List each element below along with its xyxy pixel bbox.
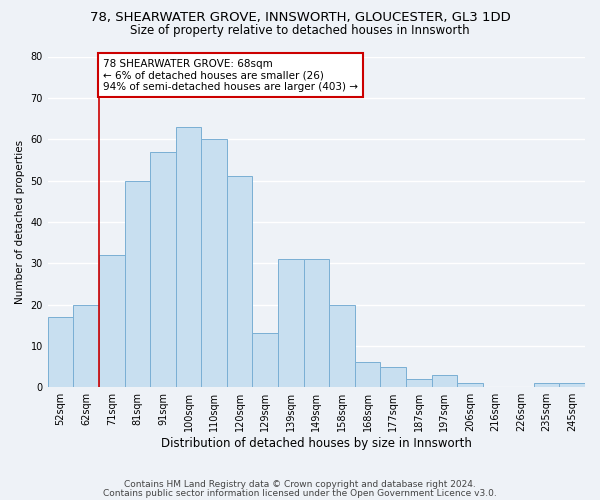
Bar bbox=[355, 362, 380, 387]
Bar bbox=[406, 379, 431, 387]
Bar bbox=[534, 383, 559, 387]
Bar bbox=[48, 317, 73, 387]
X-axis label: Distribution of detached houses by size in Innsworth: Distribution of detached houses by size … bbox=[161, 437, 472, 450]
Bar bbox=[380, 366, 406, 387]
Text: Contains public sector information licensed under the Open Government Licence v3: Contains public sector information licen… bbox=[103, 488, 497, 498]
Bar bbox=[150, 152, 176, 387]
Text: 78 SHEARWATER GROVE: 68sqm
← 6% of detached houses are smaller (26)
94% of semi-: 78 SHEARWATER GROVE: 68sqm ← 6% of detac… bbox=[103, 58, 358, 92]
Bar bbox=[457, 383, 482, 387]
Bar bbox=[125, 180, 150, 387]
Text: Size of property relative to detached houses in Innsworth: Size of property relative to detached ho… bbox=[130, 24, 470, 37]
Bar bbox=[253, 334, 278, 387]
Bar bbox=[304, 259, 329, 387]
Bar bbox=[431, 375, 457, 387]
Bar bbox=[176, 127, 201, 387]
Text: Contains HM Land Registry data © Crown copyright and database right 2024.: Contains HM Land Registry data © Crown c… bbox=[124, 480, 476, 489]
Bar bbox=[73, 304, 99, 387]
Bar bbox=[99, 255, 125, 387]
Text: 78, SHEARWATER GROVE, INNSWORTH, GLOUCESTER, GL3 1DD: 78, SHEARWATER GROVE, INNSWORTH, GLOUCES… bbox=[89, 11, 511, 24]
Y-axis label: Number of detached properties: Number of detached properties bbox=[15, 140, 25, 304]
Bar bbox=[227, 176, 253, 387]
Bar bbox=[559, 383, 585, 387]
Bar bbox=[329, 304, 355, 387]
Bar bbox=[201, 139, 227, 387]
Bar bbox=[278, 259, 304, 387]
